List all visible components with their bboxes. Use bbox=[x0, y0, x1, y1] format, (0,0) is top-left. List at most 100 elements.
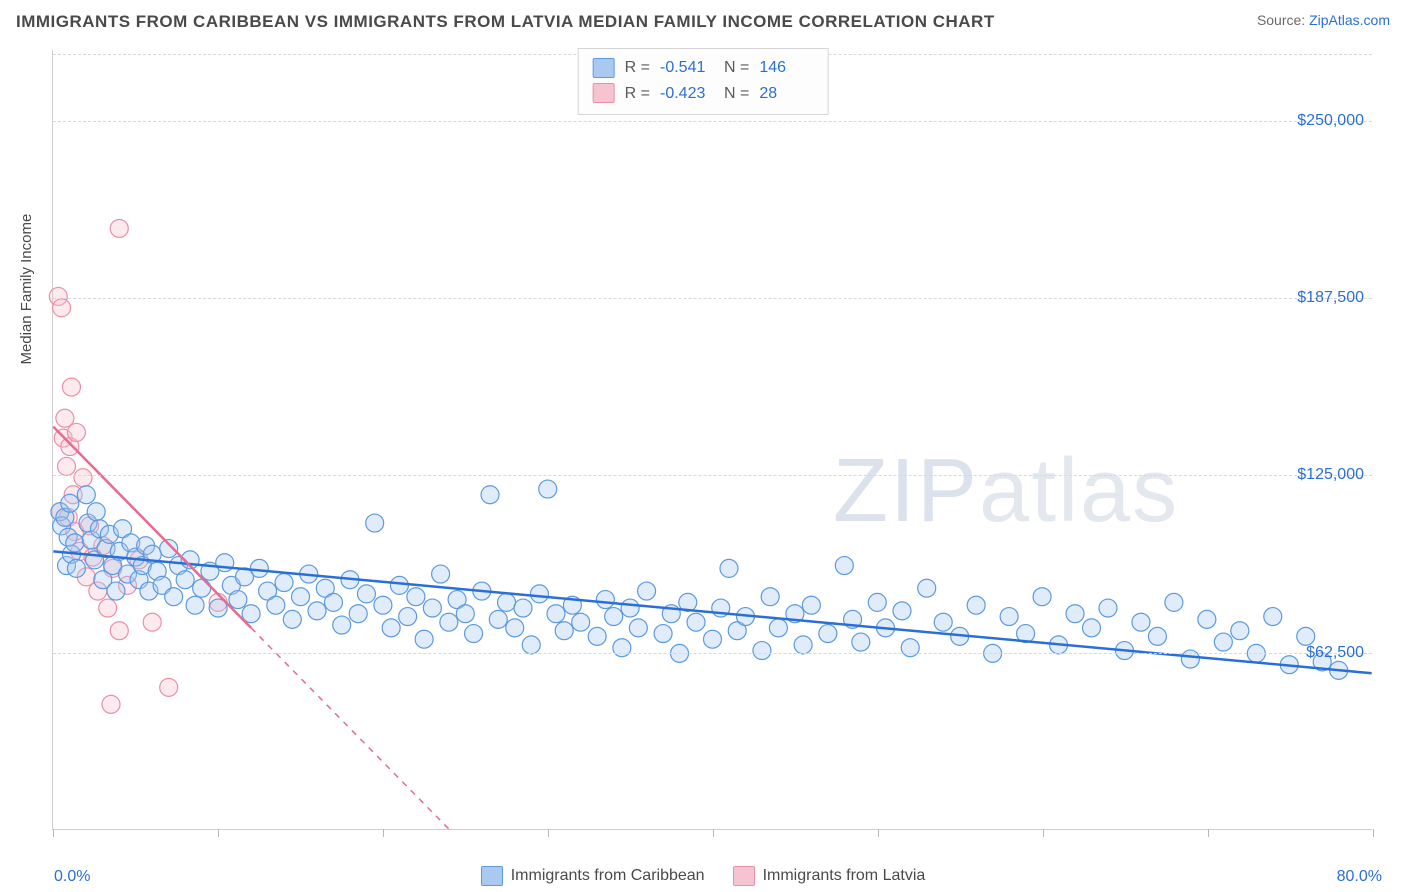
data-point bbox=[901, 639, 919, 657]
data-point bbox=[572, 613, 590, 631]
data-point bbox=[868, 593, 886, 611]
n-label: N = bbox=[724, 81, 749, 107]
data-point bbox=[176, 571, 194, 589]
gridline bbox=[53, 121, 1372, 122]
data-point bbox=[934, 613, 952, 631]
y-tick-label: $187,500 bbox=[1297, 289, 1364, 307]
data-point bbox=[1165, 593, 1183, 611]
data-point bbox=[547, 605, 565, 623]
data-point bbox=[530, 585, 548, 603]
legend-swatch-latvia-bottom bbox=[733, 866, 755, 886]
data-point bbox=[1198, 610, 1216, 628]
y-axis-label: Median Family Income bbox=[18, 214, 35, 365]
y-tick-label: $250,000 bbox=[1297, 112, 1364, 130]
data-point bbox=[638, 582, 656, 600]
data-point bbox=[498, 593, 516, 611]
data-point bbox=[1000, 608, 1018, 626]
data-point bbox=[522, 636, 540, 654]
x-tick bbox=[1373, 829, 1374, 837]
data-point bbox=[366, 514, 384, 532]
data-point bbox=[382, 619, 400, 637]
series-legend: Immigrants from Caribbean Immigrants fro… bbox=[0, 866, 1406, 886]
legend-swatch-caribbean bbox=[593, 58, 615, 78]
data-point bbox=[415, 630, 433, 648]
data-point bbox=[489, 610, 507, 628]
gridline bbox=[53, 298, 1372, 299]
data-point bbox=[333, 616, 351, 634]
data-point bbox=[555, 622, 573, 640]
data-point bbox=[1148, 627, 1166, 645]
data-point bbox=[1033, 588, 1051, 606]
data-point bbox=[283, 610, 301, 628]
x-tick bbox=[1208, 829, 1209, 837]
x-tick bbox=[548, 829, 549, 837]
data-point bbox=[58, 457, 76, 475]
data-point bbox=[74, 469, 92, 487]
r-label: R = bbox=[625, 81, 650, 107]
n-value-2: 28 bbox=[759, 81, 813, 107]
x-tick bbox=[218, 829, 219, 837]
data-point bbox=[250, 559, 268, 577]
data-point bbox=[99, 599, 117, 617]
data-point bbox=[67, 423, 85, 441]
data-point bbox=[390, 576, 408, 594]
data-point bbox=[588, 627, 606, 645]
r-value-1: -0.541 bbox=[660, 55, 714, 81]
data-point bbox=[440, 613, 458, 631]
data-point bbox=[423, 599, 441, 617]
data-point bbox=[165, 588, 183, 606]
data-point bbox=[160, 678, 178, 696]
data-point bbox=[1132, 613, 1150, 631]
scatter-svg bbox=[53, 50, 1372, 829]
correlation-row-1: R = -0.541 N = 146 bbox=[593, 55, 814, 81]
data-point bbox=[687, 613, 705, 631]
data-point bbox=[613, 639, 631, 657]
trend-line-extrapolated bbox=[251, 628, 449, 829]
data-point bbox=[456, 605, 474, 623]
n-value-1: 146 bbox=[759, 55, 813, 81]
r-value-2: -0.423 bbox=[660, 81, 714, 107]
data-point bbox=[374, 596, 392, 614]
data-point bbox=[835, 557, 853, 575]
data-point bbox=[629, 619, 647, 637]
data-point bbox=[275, 574, 293, 592]
data-point bbox=[62, 378, 80, 396]
data-point bbox=[893, 602, 911, 620]
data-point bbox=[267, 596, 285, 614]
data-point bbox=[506, 619, 524, 637]
data-point bbox=[1214, 633, 1232, 651]
data-point bbox=[654, 625, 672, 643]
data-point bbox=[110, 219, 128, 237]
data-point bbox=[53, 299, 71, 317]
n-label: N = bbox=[724, 55, 749, 81]
data-point bbox=[852, 633, 870, 651]
data-point bbox=[819, 625, 837, 643]
data-point bbox=[67, 559, 85, 577]
r-label: R = bbox=[625, 55, 650, 81]
legend-entry-latvia: Immigrants from Latvia bbox=[733, 866, 926, 886]
x-tick bbox=[713, 829, 714, 837]
x-tick bbox=[383, 829, 384, 837]
chart-title: IMMIGRANTS FROM CARIBBEAN VS IMMIGRANTS … bbox=[16, 12, 995, 32]
data-point bbox=[1083, 619, 1101, 637]
legend-label-latvia: Immigrants from Latvia bbox=[763, 867, 926, 885]
data-point bbox=[1099, 599, 1117, 617]
data-point bbox=[1264, 608, 1282, 626]
plot-area: ZIPatlas $62,500$125,000$187,500$250,000 bbox=[52, 50, 1372, 830]
data-point bbox=[918, 579, 936, 597]
x-tick bbox=[878, 829, 879, 837]
data-point bbox=[110, 622, 128, 640]
data-point bbox=[432, 565, 450, 583]
data-point bbox=[465, 625, 483, 643]
data-point bbox=[407, 588, 425, 606]
data-point bbox=[769, 619, 787, 637]
data-point bbox=[160, 540, 178, 558]
source-attribution: Source: ZipAtlas.com bbox=[1257, 12, 1390, 28]
data-point bbox=[1297, 627, 1315, 645]
source-link[interactable]: ZipAtlas.com bbox=[1309, 12, 1390, 28]
legend-swatch-caribbean-bottom bbox=[481, 866, 503, 886]
data-point bbox=[229, 591, 247, 609]
data-point bbox=[1231, 622, 1249, 640]
data-point bbox=[621, 599, 639, 617]
data-point bbox=[605, 608, 623, 626]
